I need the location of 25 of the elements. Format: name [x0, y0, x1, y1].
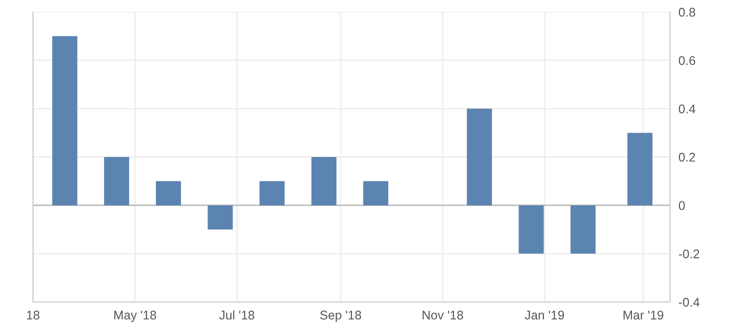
bar [260, 181, 285, 206]
y-tick-label: 0.6 [678, 56, 696, 65]
bar [627, 132, 652, 206]
x-tick-label: Jan '19 [524, 310, 564, 320]
y-tick-label: -0.4 [678, 298, 700, 307]
bar [363, 181, 388, 206]
y-tick-label: -0.2 [678, 249, 700, 258]
bar [466, 108, 492, 206]
x-tick-label: Nov '18 [422, 310, 464, 320]
bar [52, 36, 78, 206]
bar [518, 205, 544, 254]
x-tick-label: Mar '19 [624, 310, 664, 320]
y-tick-label: 0.2 [678, 152, 696, 162]
bar [570, 205, 596, 254]
bar [311, 157, 336, 206]
x-tick-label: May '18 [114, 310, 156, 322]
x-tick-label: Jul '18 [219, 310, 254, 320]
y-tick-label: 0 [678, 201, 685, 210]
x-tick-label: Sep '18 [320, 310, 362, 322]
x-tick-label: 18 [27, 310, 40, 320]
y-tick-label: 0.8 [678, 8, 696, 17]
y-tick-label: 0.4 [678, 104, 696, 114]
bar [208, 205, 233, 230]
bar [104, 157, 130, 206]
bar [156, 181, 181, 206]
